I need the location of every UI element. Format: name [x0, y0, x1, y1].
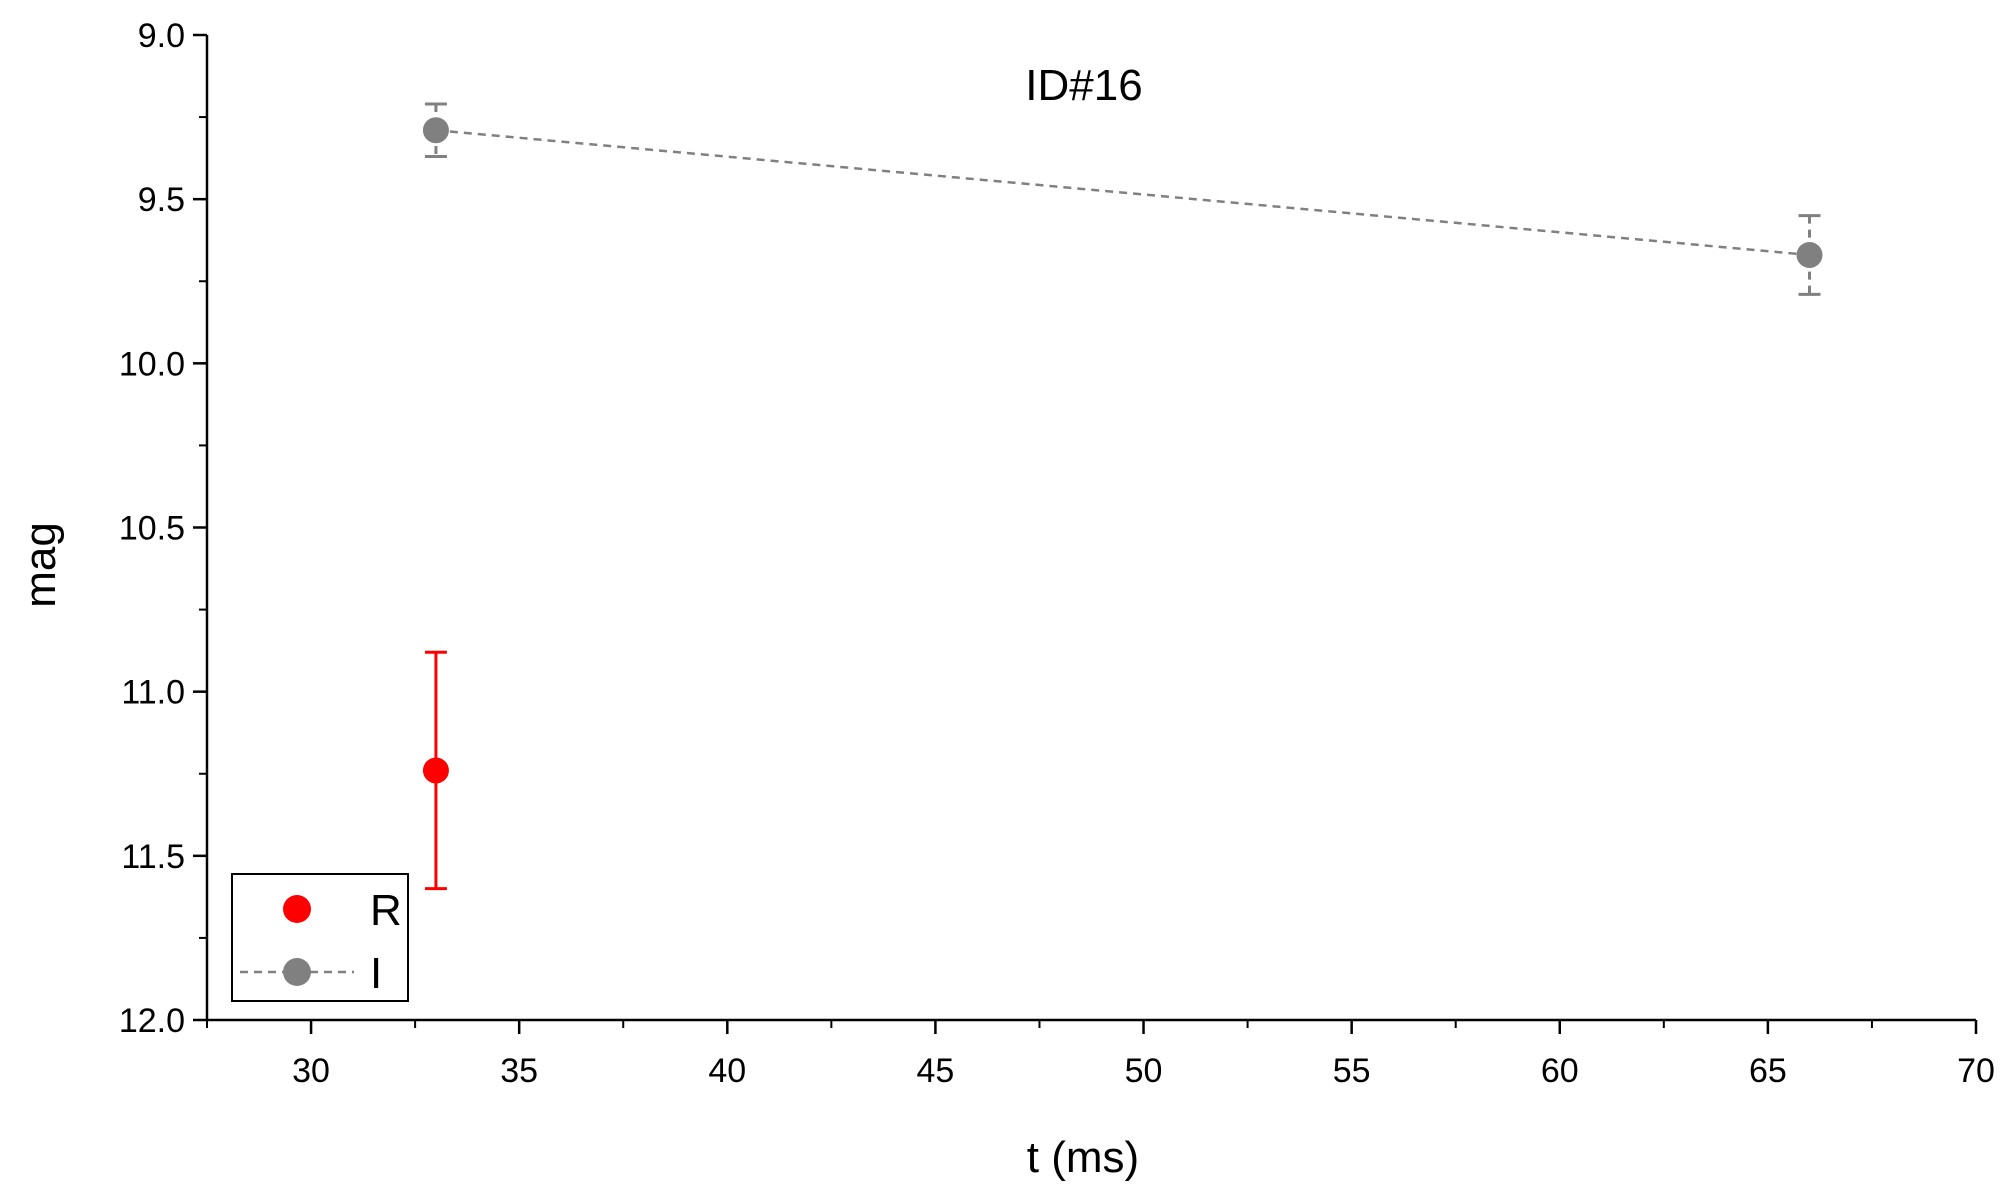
x-tick-label: 55	[1333, 1052, 1371, 1090]
legend-i-marker	[283, 958, 311, 986]
x-tick-label: 70	[1957, 1052, 1995, 1090]
y-axis: 9.0 9.5 10.0 10.5 11.0 11.5 12.0	[119, 17, 207, 1040]
x-axis-title: t (ms)	[1027, 1133, 1139, 1182]
y-tick-label: 11.5	[121, 838, 185, 876]
x-tick-label: 50	[1125, 1052, 1163, 1090]
legend: RI	[231, 873, 409, 1002]
x-tick-label: 45	[916, 1052, 954, 1090]
x-tick-label: 30	[292, 1052, 330, 1090]
y-axis-title: mag	[16, 522, 65, 608]
series-layer	[422, 102, 1823, 891]
y-tick-label: 11.0	[121, 674, 185, 712]
chart-title: ID#16	[1025, 61, 1142, 110]
y-tick-label: 9.5	[138, 181, 185, 219]
legend-i-label: I	[370, 949, 382, 998]
x-axis: 30 35 40 45 50 55 60 65 70	[206, 1020, 1995, 1090]
x-tick-label: 60	[1541, 1052, 1579, 1090]
legend-r-label: R	[370, 886, 402, 935]
legend-box	[231, 873, 409, 1002]
y-tick-label: 10.5	[119, 510, 185, 548]
legend-r-marker	[283, 895, 311, 923]
series-r-point	[422, 757, 449, 784]
y-tick-label: 12.0	[119, 1002, 185, 1040]
x-tick-label: 35	[500, 1052, 538, 1090]
x-tick-label: 40	[708, 1052, 746, 1090]
series-i-point	[1796, 241, 1823, 268]
plot-frame	[205, 35, 1976, 1022]
y-tick-label: 10.0	[119, 345, 185, 383]
x-tick-label: 65	[1749, 1052, 1787, 1090]
series-i-line	[435, 128, 1810, 257]
series-i-point	[422, 117, 449, 144]
y-tick-label: 9.0	[138, 17, 185, 55]
